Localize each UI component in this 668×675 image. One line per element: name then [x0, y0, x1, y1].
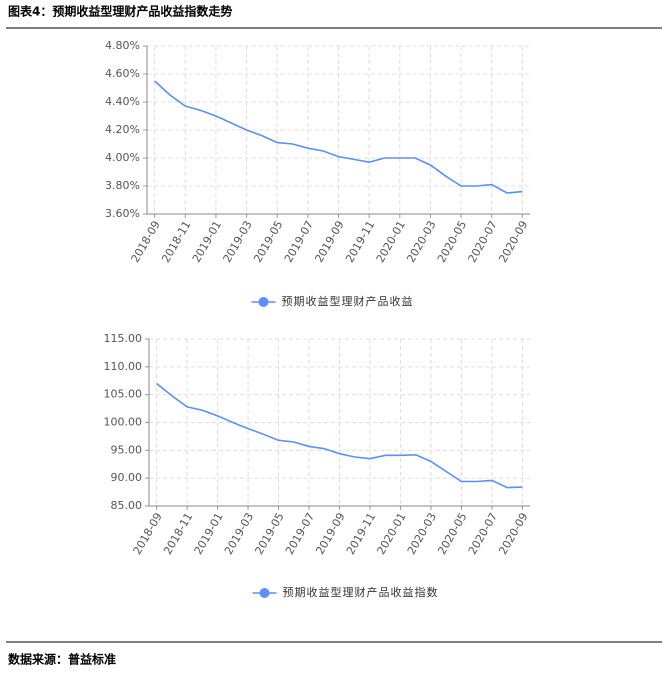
x-tick-label: 2019-05: [252, 511, 286, 557]
y-tick-label: 100.00: [104, 416, 143, 429]
x-tick-label: 2020-07: [466, 511, 500, 557]
x-tick-label: 2019-11: [343, 219, 377, 265]
x-tick-label: 2020-01: [374, 511, 408, 557]
y-tick-label: 3.60%: [105, 207, 140, 220]
legend-label: 预期收益型理财产品收益指数: [283, 585, 439, 599]
y-tick-label: 95.00: [111, 443, 143, 456]
x-tick-label: 2019-09: [312, 219, 346, 265]
y-tick-label: 115.00: [104, 332, 143, 345]
legend-marker: [259, 588, 270, 598]
y-tick-label: 4.80%: [105, 39, 140, 52]
x-tick-label: 2018-09: [129, 219, 163, 265]
y-tick-label: 85.00: [111, 499, 143, 512]
figure-title: 图表4：预期收益型理财产品收益指数走势: [8, 4, 232, 19]
y-tick-label: 4.20%: [105, 123, 140, 136]
x-tick-label: 2020-01: [374, 219, 408, 265]
x-tick-label: 2019-03: [221, 219, 255, 265]
x-tick-label: 2019-03: [222, 511, 256, 557]
x-tick-label: 2020-05: [435, 219, 469, 265]
y-tick-label: 4.60%: [105, 67, 140, 80]
data-line: [156, 382, 523, 489]
data-line: [154, 80, 523, 194]
source-note: 数据来源：普益标准: [8, 652, 116, 667]
y-tick-label: 105.00: [104, 388, 143, 401]
x-tick-label: 2019-07: [282, 219, 316, 265]
x-tick-label: 2019-07: [283, 511, 317, 557]
y-tick-label: 4.40%: [105, 95, 140, 108]
x-tick-label: 2019-11: [344, 511, 378, 557]
x-tick-label: 2019-01: [192, 511, 226, 557]
y-tick-label: 3.80%: [105, 179, 140, 192]
x-tick-label: 2019-01: [190, 219, 224, 265]
x-tick-label: 2020-07: [466, 219, 500, 265]
x-tick-label: 2020-03: [405, 511, 439, 557]
y-tick-label: 4.00%: [105, 151, 140, 164]
x-tick-label: 2020-09: [496, 511, 530, 557]
x-tick-label: 2020-09: [496, 219, 530, 265]
x-tick-label: 2018-09: [131, 511, 165, 557]
x-tick-label: 2020-05: [435, 511, 469, 557]
x-tick-label: 2018-11: [159, 219, 193, 265]
y-tick-label: 90.00: [111, 471, 143, 484]
legend-marker: [258, 297, 269, 307]
y-tick-label: 110.00: [104, 360, 143, 373]
x-tick-label: 2018-11: [161, 511, 195, 557]
x-tick-label: 2019-09: [313, 511, 347, 557]
legend-label: 预期收益型理财产品收益: [282, 294, 414, 308]
x-tick-label: 2020-03: [404, 219, 438, 265]
x-tick-label: 2019-05: [251, 219, 285, 265]
